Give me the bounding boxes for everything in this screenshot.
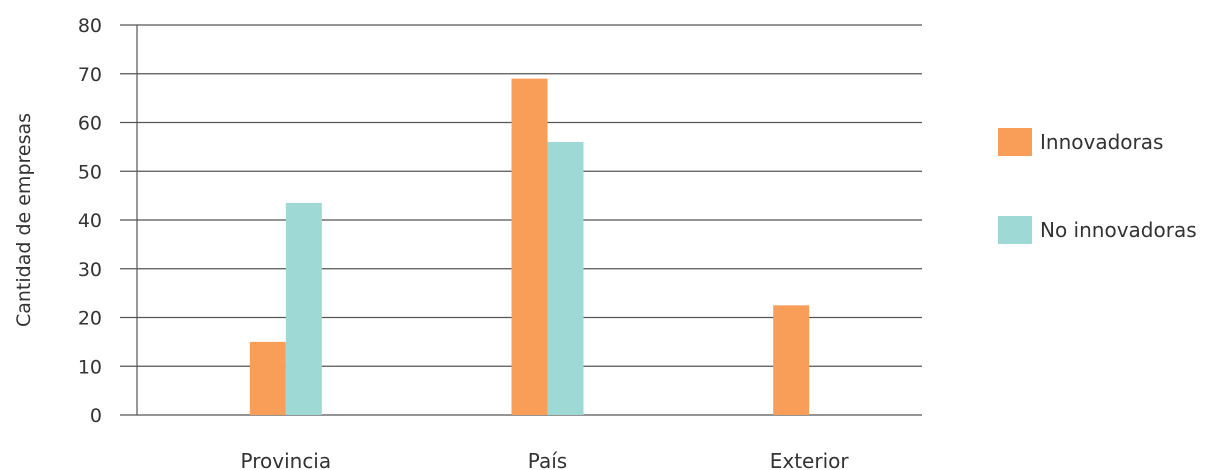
x-tick-label: Exterior — [770, 449, 850, 470]
y-tick-label: 20 — [78, 308, 102, 330]
y-tick-label: 40 — [78, 210, 102, 232]
y-tick-label: 30 — [78, 259, 102, 281]
legend-label: Innovadoras — [1040, 130, 1163, 154]
y-tick-label: 10 — [78, 356, 102, 378]
y-axis-title: Cantidad de empresas — [13, 113, 35, 327]
legend-swatch — [998, 128, 1032, 156]
y-tick-label: 60 — [78, 113, 102, 135]
y-tick-label: 0 — [90, 405, 102, 427]
legend: Innovadoras No innovadoras — [998, 128, 1197, 244]
tick-labels: 0 10 20 30 40 50 60 70 80 Provincia País Exterior — [78, 15, 850, 470]
x-tick-label: Provincia — [241, 449, 332, 470]
bar-innovadoras — [511, 78, 548, 415]
bar-no-innovadoras — [285, 202, 322, 415]
y-tick-label: 70 — [78, 64, 102, 86]
y-tick-label: 50 — [78, 161, 102, 183]
legend-swatch — [998, 216, 1032, 244]
legend-label: No innovadoras — [1040, 218, 1197, 242]
bar-innovadoras — [773, 305, 810, 415]
bar-innovadoras — [249, 341, 286, 415]
x-tick-label: País — [528, 449, 567, 470]
y-tick-label: 80 — [78, 15, 102, 37]
bars — [249, 78, 810, 415]
bar-no-innovadoras — [547, 142, 584, 415]
